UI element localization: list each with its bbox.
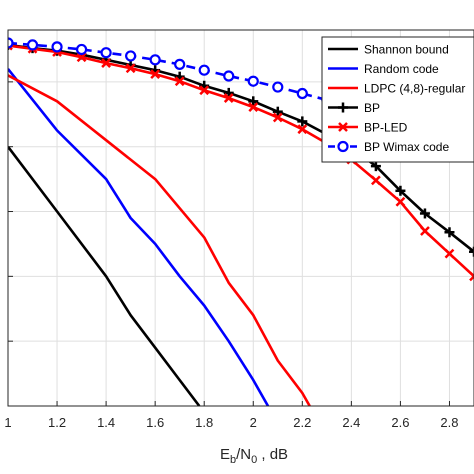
data-point-circle (100, 47, 112, 59)
data-point-x (420, 226, 430, 236)
legend-item: BP (328, 101, 380, 115)
data-point-x (338, 122, 348, 132)
axes-box (7, 29, 474, 407)
legend-label: Shannon bound (364, 43, 449, 57)
x-tick-label: 2.2 (293, 415, 311, 430)
data-point-circle (51, 41, 63, 53)
x-tick-label: 1.6 (146, 415, 164, 430)
data-point-circle (174, 58, 186, 70)
data-point-circle (8, 37, 14, 49)
legend-label: BP-LED (364, 121, 408, 135)
legend: Shannon bound Random code LDPC (4,8)-regul… (321, 36, 474, 163)
data-point-plus (395, 185, 406, 196)
data-point-plus (419, 208, 430, 219)
data-point-x (199, 85, 210, 96)
data-point-x (223, 93, 234, 103)
x-tick-label: 1.2 (48, 415, 66, 430)
data-point-plus (444, 227, 455, 238)
series-random-code (8, 68, 270, 406)
legend-item: BP-LED (328, 121, 408, 135)
data-point-x (248, 102, 259, 113)
x-axis-ticks: 1 1.2 1.4 1.6 1.8 2 2.2 2.4 2.6 2.8 (4, 81, 459, 430)
data-point-plus (370, 161, 381, 172)
data-point-circle (247, 75, 259, 87)
data-point-circle (26, 39, 39, 51)
legend-box (321, 36, 474, 163)
legend-item: Random code (328, 62, 439, 76)
data-point-x (444, 248, 455, 259)
data-point-x (371, 175, 381, 186)
data-point-plus (272, 106, 283, 117)
series-line (8, 68, 270, 406)
x-tick-label: 1 (4, 415, 11, 430)
data-point-x (297, 124, 308, 135)
data-point-circle (75, 43, 88, 56)
data-point-circle (296, 87, 308, 100)
legend-item: Shannon bound (328, 43, 449, 57)
legend-item: LDPC (4,8)-regular (328, 82, 465, 96)
data-point-x (469, 271, 474, 282)
series-line (8, 74, 311, 406)
series-shannon-bound (8, 145, 201, 406)
data-point-x (125, 63, 136, 74)
data-point-circle (337, 140, 349, 153)
data-point-x (174, 76, 185, 87)
data-point-circle (223, 70, 235, 82)
legend-label: Random code (364, 62, 439, 76)
data-point-x (76, 52, 87, 63)
data-point-circle (149, 54, 161, 66)
x-tick-label: 2 (250, 415, 257, 430)
data-point-circle (272, 81, 284, 93)
series-ldpc-4-8-regular (8, 74, 311, 406)
data-point-plus (469, 246, 474, 257)
data-point-circle (198, 64, 210, 76)
data-point-x (395, 196, 406, 207)
x-tick-label: 2.8 (440, 415, 458, 430)
x-axis-label: Eb/N0 , dB (220, 446, 288, 466)
legend-label: BP Wimax code (364, 140, 449, 154)
legend-label: LDPC (4,8)-regular (364, 82, 465, 96)
data-point-plus (223, 87, 234, 98)
x-tick-label: 2.4 (342, 415, 360, 430)
data-point-plus (297, 116, 308, 127)
data-point-x (272, 112, 283, 123)
legend-label: BP (364, 101, 380, 115)
data-point-x (150, 69, 161, 79)
data-point-x (101, 58, 111, 68)
x-tick-label: 1.4 (97, 415, 115, 430)
x-tick-label: 1.8 (195, 415, 213, 430)
x-tick-label: 2.6 (391, 415, 409, 430)
series-line (8, 145, 201, 406)
legend-item: BP Wimax code (328, 140, 449, 154)
data-point-plus (338, 102, 348, 113)
data-point-plus (248, 96, 259, 107)
data-point-circle (125, 50, 137, 62)
